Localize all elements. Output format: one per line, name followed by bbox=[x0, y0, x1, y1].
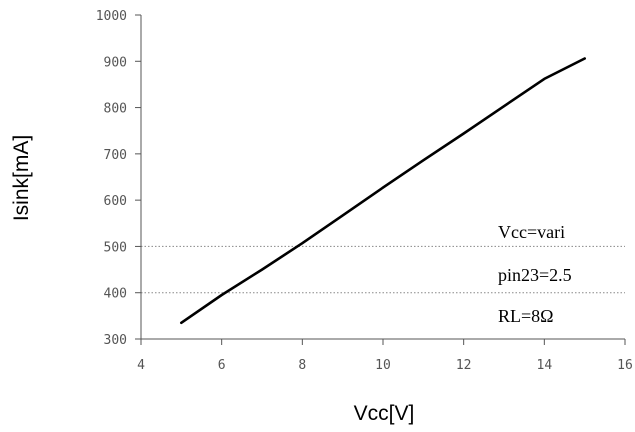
x-tick-label-10: 10 bbox=[375, 358, 391, 373]
axes bbox=[140, 15, 625, 340]
y-tick-label-700: 700 bbox=[104, 148, 127, 163]
x-tick-label-4: 4 bbox=[137, 358, 145, 373]
tick-marks bbox=[135, 14, 626, 345]
y-axis-title: Isink[mA] bbox=[10, 135, 33, 221]
y-tick-label-600: 600 bbox=[104, 194, 127, 209]
x-axis-title: Vcc[V] bbox=[354, 402, 415, 425]
gridlines bbox=[141, 245, 625, 294]
annotation-vcc: Vcc=vari bbox=[498, 222, 565, 242]
x-tick-label-8: 8 bbox=[298, 358, 306, 373]
series bbox=[180, 57, 587, 325]
y-tick-label-1000: 1000 bbox=[96, 9, 127, 24]
annotation-pin23: pin23=2.5 bbox=[498, 265, 572, 285]
annotation-rl: RL=8Ω bbox=[498, 306, 554, 326]
y-tick-labels: 300 400 500 600 700 800 900 1000 bbox=[96, 9, 127, 348]
y-tick-label-900: 900 bbox=[104, 55, 127, 70]
x-tick-label-14: 14 bbox=[537, 358, 553, 373]
x-tick-label-6: 6 bbox=[218, 358, 226, 373]
x-tick-label-12: 12 bbox=[456, 358, 472, 373]
y-tick-label-800: 800 bbox=[104, 102, 127, 117]
y-tick-label-400: 400 bbox=[104, 287, 127, 302]
x-tick-label-16: 16 bbox=[617, 358, 633, 373]
x-tick-labels: 4 6 8 10 12 14 16 bbox=[137, 358, 633, 373]
y-tick-label-500: 500 bbox=[104, 240, 127, 255]
series-line-0 bbox=[180, 57, 587, 325]
y-tick-label-300: 300 bbox=[104, 333, 127, 348]
